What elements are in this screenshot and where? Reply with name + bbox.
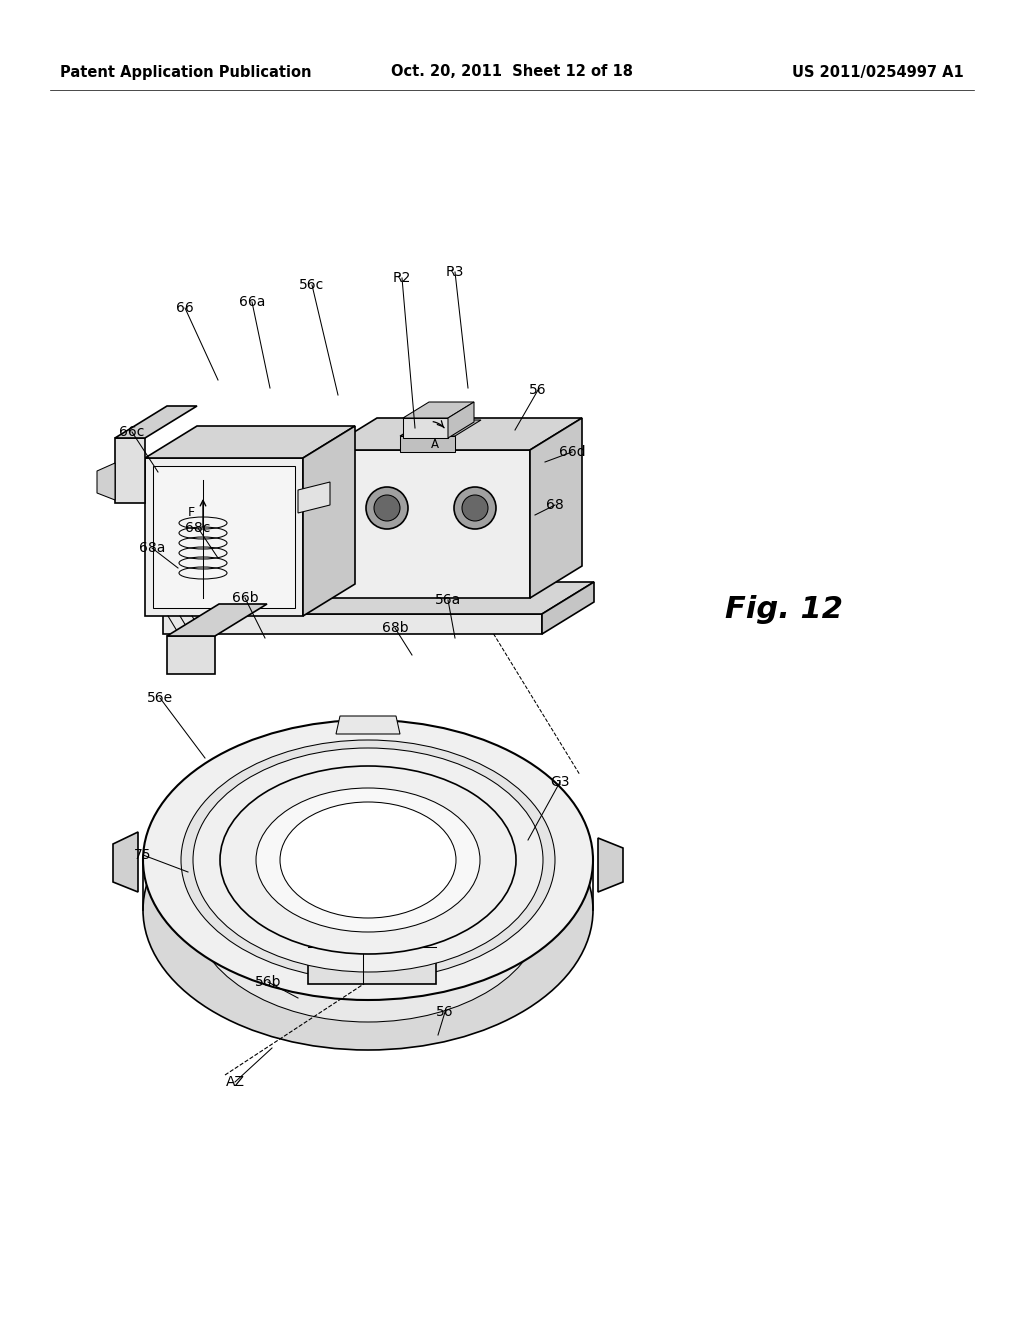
Text: R2: R2	[393, 271, 412, 285]
Polygon shape	[163, 582, 594, 614]
Text: F: F	[187, 507, 195, 520]
Polygon shape	[145, 458, 303, 616]
Polygon shape	[298, 482, 330, 513]
Polygon shape	[115, 438, 145, 503]
Text: 68b: 68b	[382, 620, 409, 635]
Ellipse shape	[256, 788, 480, 932]
Polygon shape	[303, 426, 355, 616]
Bar	[373, 912, 418, 942]
Polygon shape	[336, 715, 400, 734]
Polygon shape	[167, 605, 267, 636]
Polygon shape	[163, 614, 542, 634]
Polygon shape	[400, 436, 455, 451]
Text: 56b: 56b	[255, 975, 282, 989]
Text: G3: G3	[550, 775, 569, 789]
Polygon shape	[308, 902, 436, 983]
Bar	[313, 912, 358, 942]
Text: Oct. 20, 2011  Sheet 12 of 18: Oct. 20, 2011 Sheet 12 of 18	[391, 65, 633, 79]
Ellipse shape	[143, 770, 593, 1049]
Text: AZ: AZ	[225, 1074, 245, 1089]
Text: 56e: 56e	[146, 690, 173, 705]
Polygon shape	[325, 450, 530, 598]
Polygon shape	[115, 407, 197, 438]
Polygon shape	[97, 463, 115, 500]
Polygon shape	[145, 426, 355, 458]
Polygon shape	[449, 403, 474, 438]
Text: 68c: 68c	[185, 521, 211, 535]
Polygon shape	[167, 636, 215, 675]
Ellipse shape	[220, 766, 516, 954]
Text: 66a: 66a	[239, 294, 265, 309]
Text: Fig. 12: Fig. 12	[725, 595, 843, 624]
Text: 56c: 56c	[299, 279, 325, 292]
Polygon shape	[308, 873, 486, 902]
Polygon shape	[403, 403, 474, 418]
Text: 68a: 68a	[139, 541, 165, 554]
Text: 56: 56	[436, 1005, 454, 1019]
Polygon shape	[542, 582, 594, 634]
Polygon shape	[530, 418, 582, 598]
Ellipse shape	[280, 803, 456, 917]
Text: 66d: 66d	[559, 445, 586, 459]
Text: R3: R3	[445, 265, 464, 279]
Ellipse shape	[462, 495, 488, 521]
Ellipse shape	[181, 741, 555, 979]
Ellipse shape	[366, 487, 408, 529]
Text: 66: 66	[176, 301, 194, 315]
Text: Patent Application Publication: Patent Application Publication	[60, 65, 311, 79]
Polygon shape	[400, 420, 481, 436]
Text: 66b: 66b	[231, 591, 258, 605]
Ellipse shape	[193, 799, 543, 1022]
Ellipse shape	[193, 748, 543, 972]
Text: US 2011/0254997 A1: US 2011/0254997 A1	[793, 65, 964, 79]
Polygon shape	[153, 466, 295, 609]
Ellipse shape	[374, 495, 400, 521]
Text: 68: 68	[546, 498, 564, 512]
Text: 56a: 56a	[435, 593, 461, 607]
Text: 66c: 66c	[120, 425, 144, 440]
Text: 75: 75	[134, 847, 152, 862]
Polygon shape	[403, 418, 449, 438]
Polygon shape	[325, 418, 582, 450]
Text: 56: 56	[529, 383, 547, 397]
Text: A: A	[431, 438, 439, 451]
Ellipse shape	[454, 487, 496, 529]
Polygon shape	[598, 838, 623, 892]
Ellipse shape	[143, 719, 593, 1001]
Polygon shape	[113, 832, 138, 892]
